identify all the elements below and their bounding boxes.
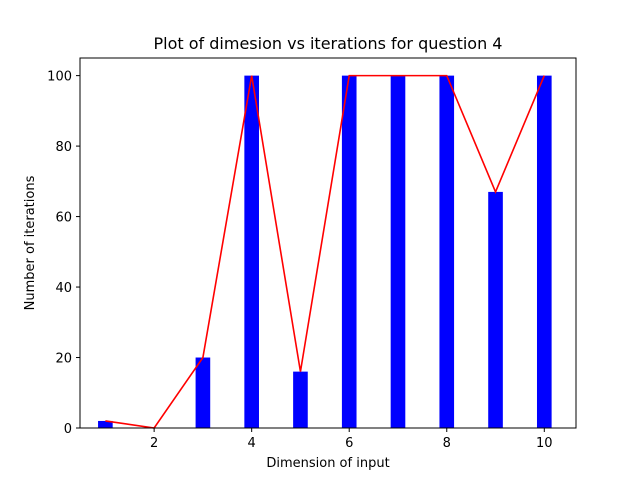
y-tick-label: 0 — [64, 422, 72, 437]
bar-dim-4 — [244, 75, 259, 428]
x-axis-ticks: 2 4 6 8 10 — [150, 428, 553, 451]
bar-dim-8 — [439, 75, 455, 428]
y-tick-label: 100 — [47, 70, 72, 85]
chart-title: Plot of dimesion vs iterations for quest… — [154, 34, 503, 53]
plot-frame — [79, 57, 577, 429]
x-tick-label: 6 — [345, 436, 353, 451]
y-tick-label: 40 — [55, 281, 72, 296]
bar-dim-10 — [536, 75, 552, 428]
y-tick-label: 80 — [55, 140, 72, 155]
y-axis-label: Number of iterations — [23, 175, 38, 310]
bar-dim-5 — [293, 371, 308, 428]
x-tick-label: 4 — [248, 436, 256, 451]
x-tick-label: 2 — [150, 436, 158, 451]
x-tick-label: 10 — [536, 436, 553, 451]
y-tick-label: 60 — [55, 211, 72, 226]
bar-dim-9 — [488, 191, 503, 428]
iterations-line — [105, 74, 546, 429]
x-tick-label: 8 — [443, 436, 451, 451]
y-tick-label: 20 — [55, 352, 72, 367]
line-group — [105, 74, 546, 429]
bar-dim-3 — [195, 357, 211, 428]
bars-group — [98, 75, 552, 428]
y-axis-ticks: 0 20 40 60 80 100 — [47, 70, 80, 437]
bar-dim-6 — [341, 75, 357, 428]
bar-dim-7 — [390, 75, 406, 428]
x-axis-label: Dimension of input — [266, 456, 389, 471]
bar-dim-1 — [98, 420, 113, 428]
